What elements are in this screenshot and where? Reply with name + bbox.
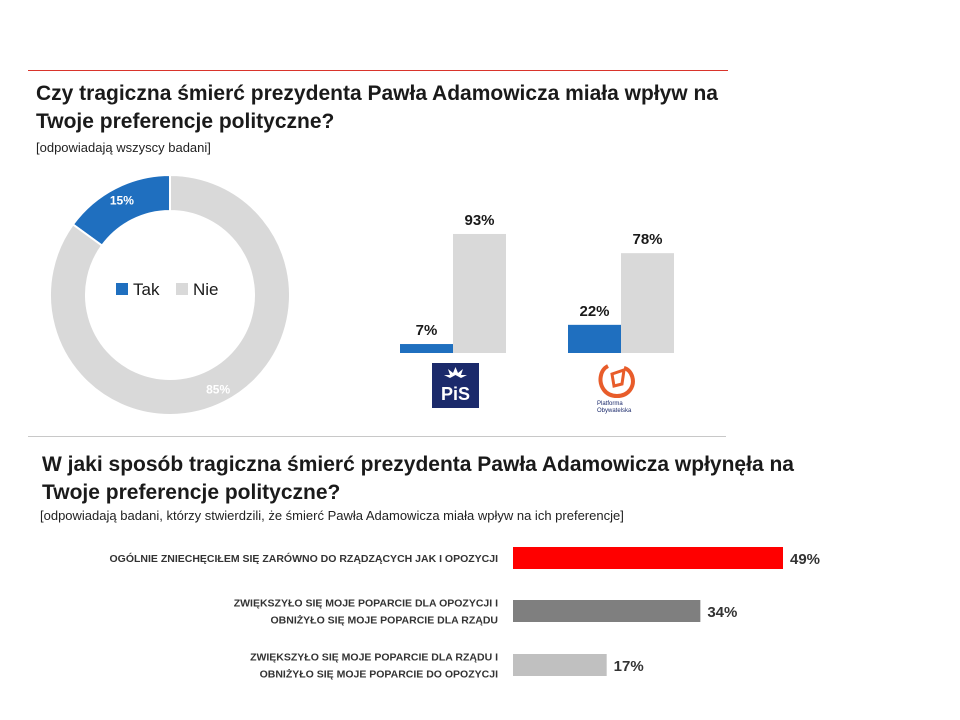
- question-2-note: [odpowiadają badani, którzy stwierdzili,…: [40, 508, 624, 523]
- po-logo-text-1: Platforma: [597, 401, 623, 407]
- effect-bar-category-3-line-2: OBNIŻYŁO SIĘ MOJE POPARCIE DO OPOZYCJI: [260, 668, 499, 681]
- effect-bar-category-1-line-1: OGÓLNIE ZNIECHĘCIŁEM SIĘ ZARÓWNO DO RZĄD…: [109, 552, 498, 565]
- donut-chart: 15% 85% Tak Nie: [49, 173, 291, 416]
- bar-pis-tak: [400, 344, 453, 353]
- pis-logo-text: PiS: [441, 384, 470, 404]
- bar-label-po-tak: 22%: [579, 303, 609, 320]
- legend-label-nie: Nie: [193, 280, 219, 299]
- po-logo-text-2: Obywatelska: [597, 408, 632, 414]
- question-1-note: [odpowiadają wszyscy badani]: [36, 140, 211, 155]
- effect-bar-chart: 49% OGÓLNIE ZNIECHĘCIŁEM SIĘ ZARÓWNO DO R…: [109, 547, 820, 681]
- effect-bar-value-1: 49%: [790, 551, 820, 568]
- effect-bar-value-3: 17%: [614, 658, 644, 675]
- effect-bar-3: [513, 654, 607, 676]
- party-bar-chart: 7% 93% 22% 78%: [400, 212, 674, 353]
- effect-bar-2: [513, 600, 701, 622]
- legend-swatch-nie: [176, 283, 188, 295]
- question-1-title: Czy tragiczna śmierć prezydenta Pawła Ad…: [36, 82, 718, 133]
- bar-pis-nie: [453, 233, 506, 353]
- effect-bar-category-2-line-2: OBNIŻYŁO SIĘ MOJE POPARCIE DLA RZĄDU: [270, 614, 498, 627]
- effect-bar-category-2-line-1: ZWIĘKSZYŁO SIĘ MOJE POPARCIE DLA OPOZYCJ…: [234, 598, 498, 610]
- bar-label-pis-nie: 93%: [464, 212, 494, 229]
- top-divider: [28, 70, 728, 71]
- question-2-title: W jaki sposób tragiczna śmierć prezydent…: [42, 453, 794, 504]
- pis-logo: PiS: [432, 363, 479, 408]
- donut-slice-nie: [49, 173, 291, 416]
- effect-bar-1: [513, 547, 783, 569]
- legend-label-tak: Tak: [133, 280, 160, 299]
- effect-bar-category-3-line-1: ZWIĘKSZYŁO SIĘ MOJE POPARCIE DLA RZĄDU I: [250, 652, 498, 664]
- donut-label-nie: 85%: [206, 382, 230, 396]
- bar-label-pis-tak: 7%: [416, 322, 438, 339]
- mid-divider: [28, 436, 726, 437]
- platforma-obywatelska-logo: Platforma Obywatelska: [594, 360, 644, 414]
- bar-po-nie: [621, 253, 674, 353]
- donut-label-tak: 15%: [110, 194, 134, 208]
- bar-label-po-nie: 78%: [632, 231, 662, 248]
- effect-bar-value-2: 34%: [707, 604, 737, 621]
- bar-po-tak: [568, 324, 621, 353]
- legend-swatch-tak: [116, 283, 128, 295]
